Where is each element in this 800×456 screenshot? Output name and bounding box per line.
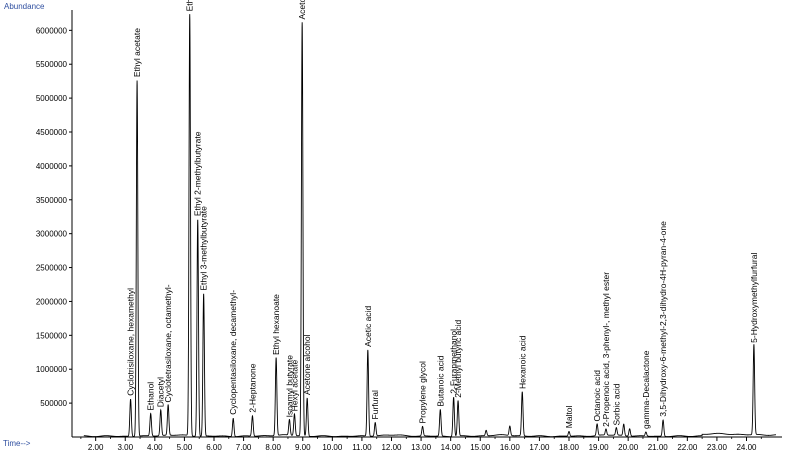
y-tick-label: 6000000 [36,26,68,35]
x-tick-label: 4.00 [147,443,163,452]
peak-label: Acetone alcohol [302,334,312,395]
peak-label: gamma-Decalactone [641,350,651,429]
x-tick-label: 12.00 [381,443,402,452]
x-tick-label: 11.00 [352,443,372,452]
peak-label: Ethyl hexanoate [271,294,281,355]
x-tick-label: 23.00 [707,443,728,452]
peak-label: Isoamyl butyrate [284,355,294,418]
x-tick-label: 18.00 [559,443,580,452]
trace-group [83,14,777,438]
y-tick-label: 500000 [40,399,67,408]
x-tick-label: 19.00 [589,443,610,452]
peak-label: 5-Hydroxymethylfurfural [749,253,759,343]
peak-label: Acetoin [297,0,307,20]
y-tick-label: 5500000 [36,60,68,69]
peak-label: Ethyl butyrate [185,0,195,11]
peak-label: 2-Furanmethanol [449,329,459,394]
peak-label: Maltol [564,405,574,428]
peak-label: Acetic acid [363,306,373,347]
peak-label: Sorbic acid [611,383,621,425]
peak-label: Cyclopentasiloxane, decamethyl- [228,290,238,415]
peak-label: 3,5-Dihydroxy-6-methyl-2,3-dihydro-4H-py… [658,221,668,417]
peak-label: 2-Methyl butyric acid [453,320,463,398]
x-tick-label: 14.00 [441,443,462,452]
peak-label: Ethyl 2-methylbutyrate [193,131,203,216]
peak-label: Ethyl 3-methylbutyrate [199,206,209,291]
peak-label: Cyclotetrasiloxane, octamethyl- [163,284,173,402]
x-tick-label: 7.00 [236,443,252,452]
x-tick-label: 10.00 [322,443,343,452]
x-tick-label: 9.00 [295,443,311,452]
x-tick-label: 6.00 [206,443,222,452]
peak-label: Ethyl acetate [132,28,142,77]
y-tick-label: 4500000 [36,128,68,137]
peak-label: Butanoic acid [435,355,445,406]
peak-label: 2-Heptanone [247,363,257,412]
x-tick-label: 16.00 [500,443,521,452]
y-tick-label: 3000000 [36,230,68,239]
y-tick-label: 4000000 [36,162,68,171]
peak-label: Hexyl acetate [289,360,299,412]
x-tick-label: 2.00 [88,443,104,452]
chromatogram-trace [83,14,777,438]
x-tick-label: 22.00 [677,443,698,452]
y-tick-label: 1500000 [36,331,68,340]
y-tick-label: 1000000 [36,365,68,374]
y-tick-label: 2000000 [36,297,68,306]
x-tick-label: 8.00 [265,443,281,452]
peak-label: 2-Propenoic acid, 3-phenyl-, methyl este… [601,272,611,427]
peak-label: Propylene glycol [418,361,428,423]
x-tick-label: 3.00 [117,443,133,452]
axes [71,10,782,438]
y-tick-label: 3500000 [36,196,68,205]
y-axis-label: Abundance [4,2,45,11]
peak-label: Ethanol [146,382,156,411]
x-tick-label: 24.00 [736,443,757,452]
x-ticks: 2.00 3.00 4.00 5.00 6.00 7.00 8.00 9.00 10.00 11.… [80,437,762,452]
peak-label: Diacetyl [156,377,166,407]
x-tick-label: 13.00 [411,443,432,452]
x-tick-label: 15.00 [470,443,491,452]
y-tick-label: 2500000 [36,264,68,273]
peak-labels: Cyclotrisiloxane, hexamethyl Ethyl acetat… [126,0,759,429]
x-tick-label: 21.00 [648,443,669,452]
x-tick-label: 5.00 [177,443,193,452]
peak-label: Cyclotrisiloxane, hexamethyl [126,288,136,396]
peak-label: Furfural [370,390,380,419]
y-tick-label: 5000000 [36,94,68,103]
x-tick-label: 17.00 [529,443,550,452]
x-axis-label: Time--> [3,439,31,448]
x-tick-label: 20.00 [618,443,639,452]
y-ticks: 500000 1000000 1500000 2000000 2500000 300000… [36,26,72,408]
peak-label: Octanoic acid [592,370,602,422]
peak-label: Hexanoic acid [517,335,527,389]
